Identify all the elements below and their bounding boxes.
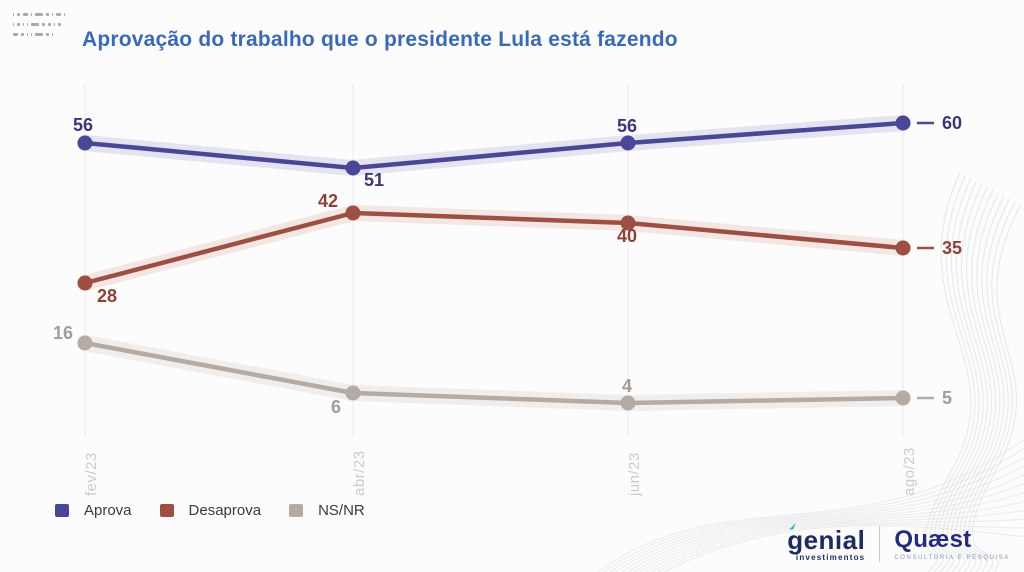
series-halo-NS/NR (77, 335, 911, 411)
wave-line (942, 183, 988, 572)
legend-item-NS/NR: NS/NR (289, 502, 365, 519)
quaest-logo-subtext: CONSULTORIA E PESQUISA (894, 554, 1010, 561)
quaest-logo: Quæst CONSULTORIA E PESQUISA (894, 525, 1010, 561)
wave-line (925, 171, 972, 572)
value-label: 16 (53, 323, 73, 343)
value-label: 56 (617, 116, 637, 136)
data-point-dot (345, 205, 361, 221)
wave-line (929, 174, 976, 572)
x-axis-label: jun/23 (626, 452, 643, 496)
legend-swatch (289, 504, 304, 517)
data-point-dot (345, 385, 361, 401)
series-line-NS/NR (82, 340, 906, 406)
series-halo-Aprova (77, 115, 911, 176)
data-point-dot (77, 275, 93, 291)
x-axis-label: abr/23 (351, 450, 368, 496)
morse-pattern-decoration (13, 12, 83, 42)
brand-divider (879, 526, 881, 562)
wave-line (946, 186, 993, 572)
value-label: 56 (73, 115, 93, 135)
data-point-dot (77, 335, 93, 351)
value-label: 28 (97, 286, 117, 306)
value-label: 51 (364, 170, 384, 190)
wave-line (972, 204, 1021, 572)
legend-item-Aprova: Aprova (55, 502, 132, 519)
wave-line (959, 195, 1005, 572)
legend-swatch (55, 504, 69, 517)
data-point-dot (895, 115, 911, 131)
legend-swatch (159, 504, 174, 517)
series-halo-Desaprova (77, 205, 911, 291)
value-label: 4 (622, 376, 632, 396)
value-label: 5 (942, 388, 952, 408)
wave-line (938, 180, 984, 572)
legend-label: NS/NR (318, 502, 365, 519)
value-label: 35 (942, 238, 962, 258)
data-point-dot (620, 135, 636, 151)
value-label: 40 (617, 226, 637, 246)
genial-accent-icon (789, 522, 797, 530)
genial-logo: genial investimentos (787, 522, 866, 562)
branding-footer: genial investimentos Quæst CONSULTORIA E… (787, 522, 1010, 562)
chart-legend: Aprova Desaprova NS/NR (55, 502, 365, 519)
data-point-dot (620, 215, 636, 231)
data-point-dot (77, 135, 93, 151)
legend-item-Desaprova: Desaprova (159, 502, 262, 519)
x-axis-label: fev/23 (83, 452, 100, 496)
value-label: 6 (331, 397, 341, 417)
x-axis-label: ago/23 (901, 447, 918, 496)
series-line-Aprova (82, 120, 906, 171)
genial-logo-subtext: investimentos (795, 552, 866, 562)
legend-label: Aprova (84, 502, 132, 519)
data-point-dot (345, 160, 361, 176)
legend-label: Desaprova (188, 502, 262, 519)
value-label: 42 (318, 191, 338, 211)
series-line-Desaprova (82, 210, 906, 286)
quaest-logo-text: Quæst (894, 525, 972, 553)
page-title: Aprovação do trabalho que o presidente L… (82, 28, 678, 51)
wave-line (955, 192, 1001, 572)
wave-line (933, 177, 980, 572)
value-label: 60 (942, 113, 962, 133)
wave-line (967, 201, 1016, 572)
data-point-dot (895, 240, 911, 256)
data-point-dot (620, 395, 636, 411)
genial-logo-text: genial (787, 524, 866, 555)
wave-line (963, 198, 1010, 572)
wave-line (950, 189, 997, 572)
data-point-dot (895, 390, 911, 406)
